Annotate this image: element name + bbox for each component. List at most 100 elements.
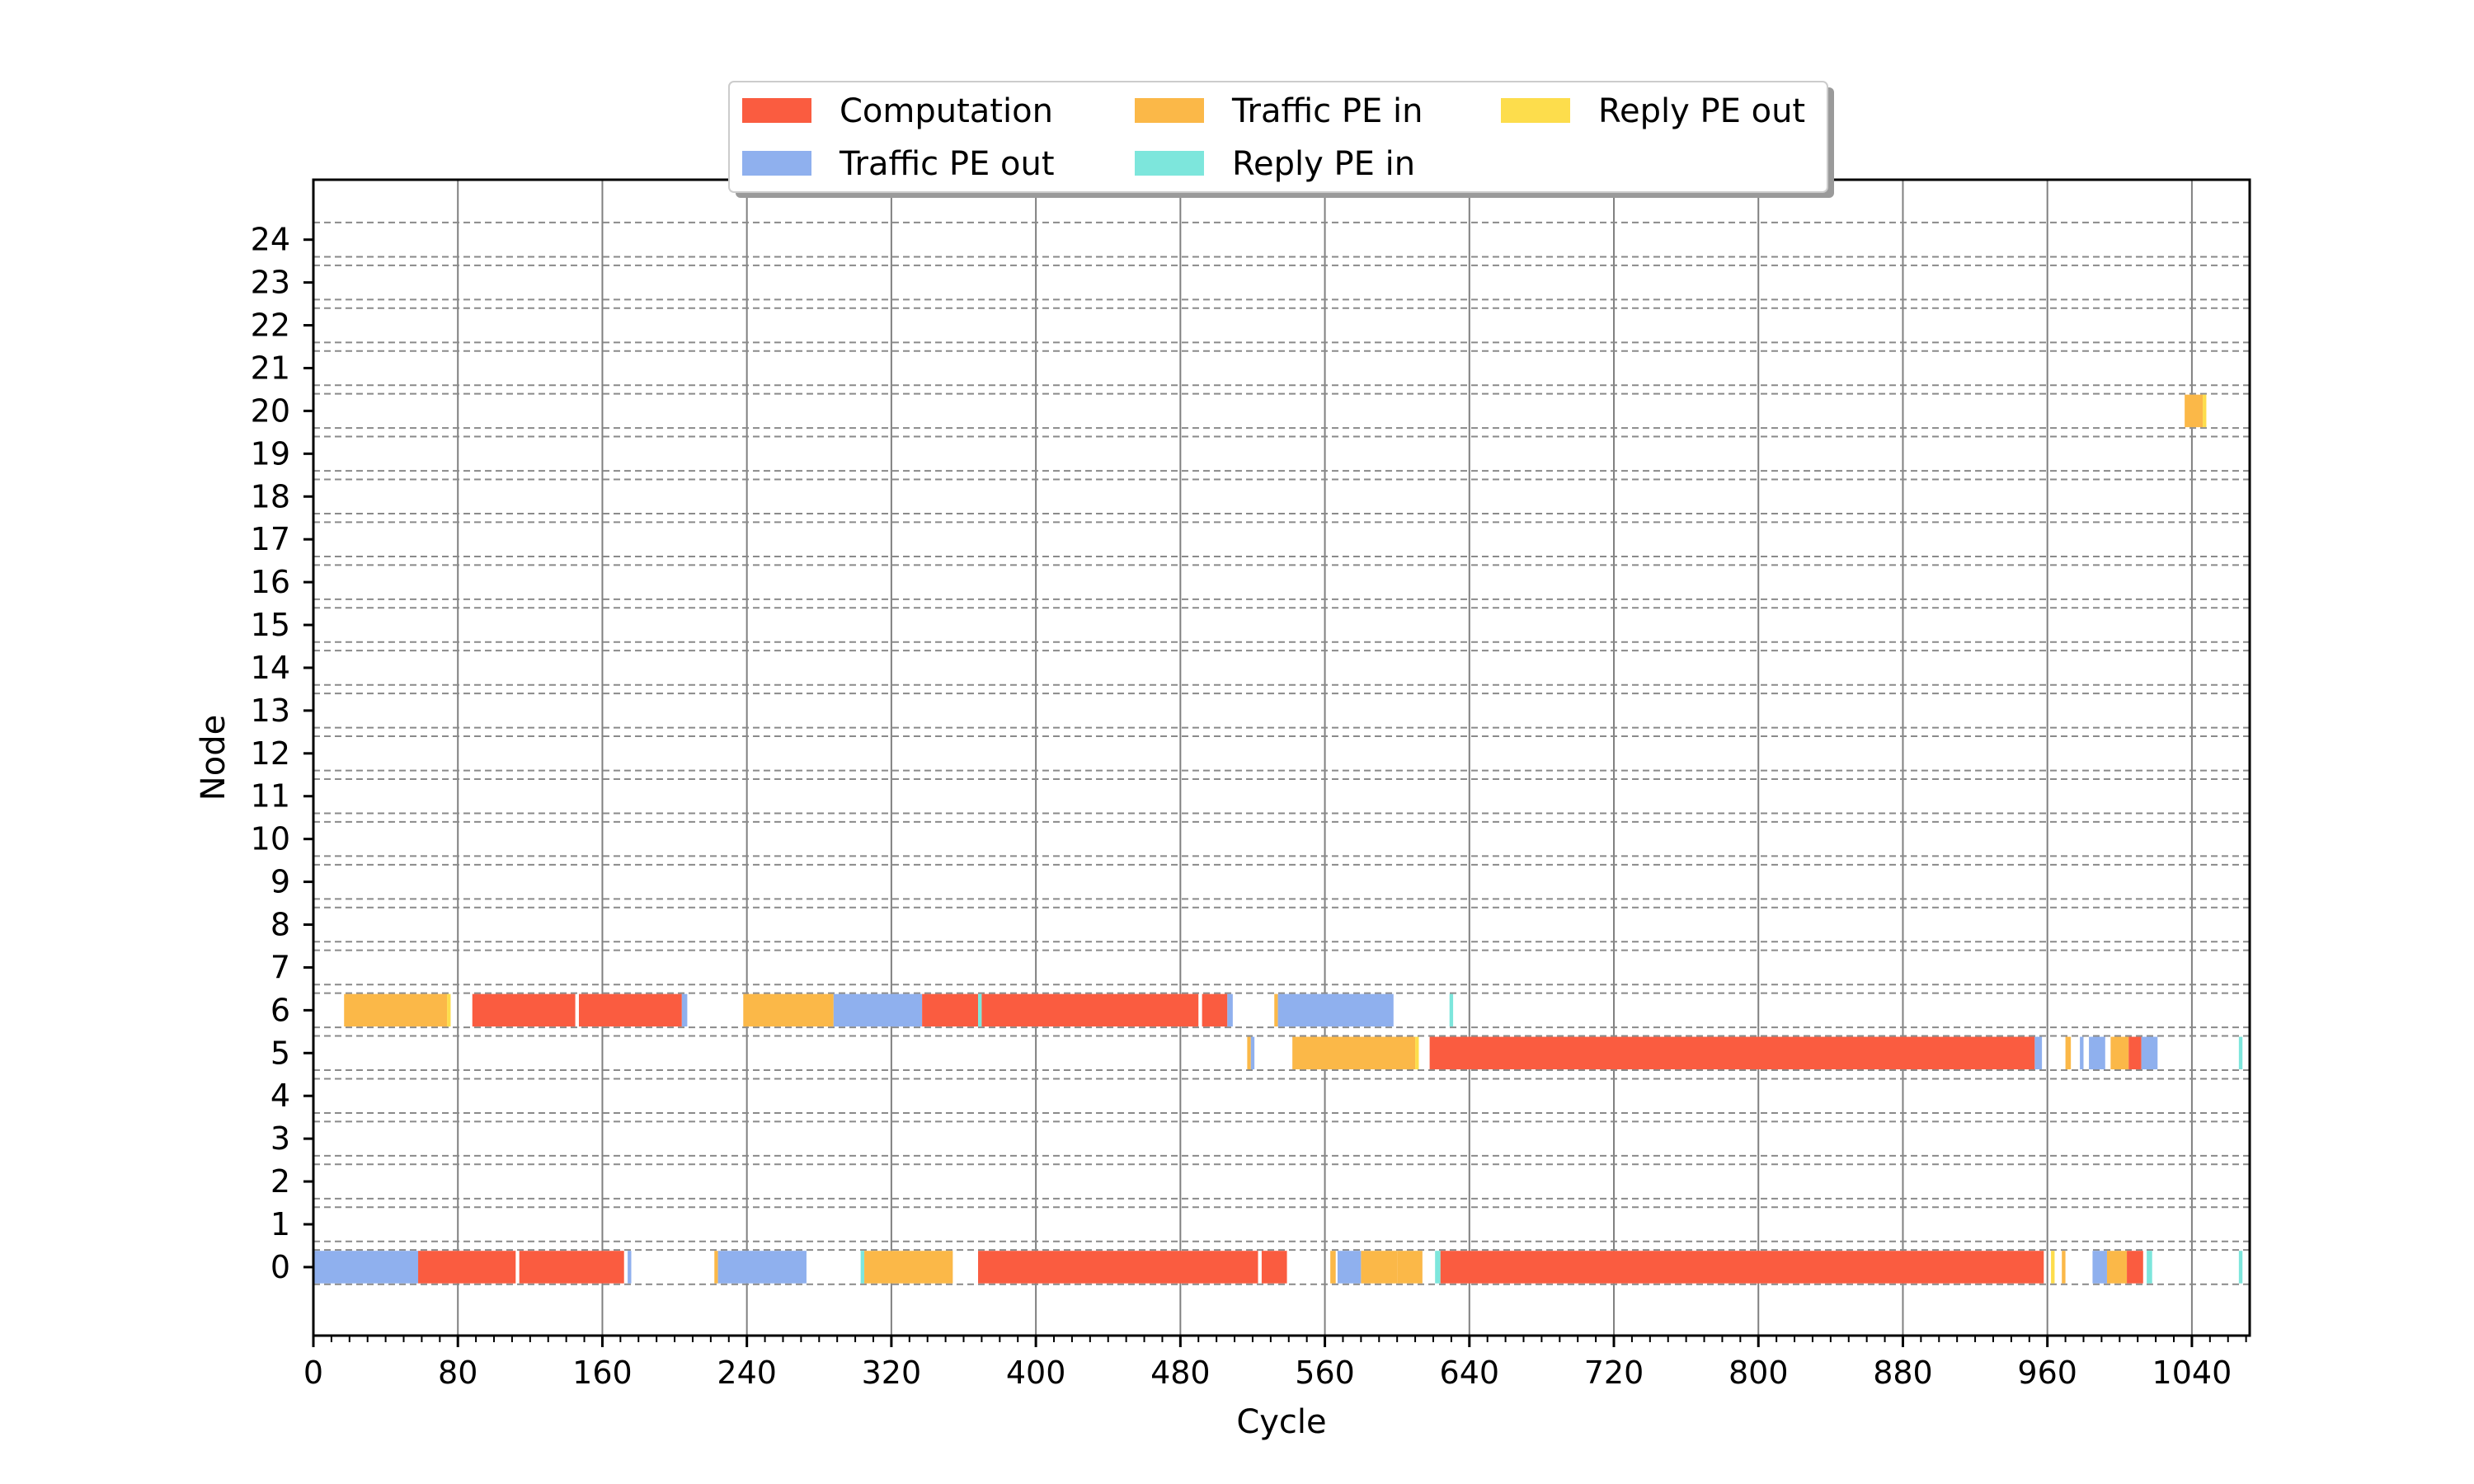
activity-bar bbox=[2080, 1036, 2084, 1070]
y-tick-label: 3 bbox=[270, 1120, 290, 1157]
y-tick-label: 7 bbox=[270, 949, 290, 985]
activity-bar bbox=[2062, 1251, 2066, 1284]
y-tick-label: 10 bbox=[251, 821, 290, 857]
activity-bar bbox=[2141, 1036, 2158, 1070]
activity-bar bbox=[2034, 1036, 2043, 1070]
activity-bar bbox=[1415, 1036, 1419, 1070]
activity-bar bbox=[864, 1251, 953, 1284]
x-tick-label: 240 bbox=[717, 1355, 777, 1391]
x-tick-label: 480 bbox=[1150, 1355, 1211, 1391]
activity-bar bbox=[344, 993, 448, 1027]
y-tick-label: 5 bbox=[270, 1035, 290, 1071]
activity-bar bbox=[1361, 1251, 1398, 1284]
x-tick-label: 320 bbox=[862, 1355, 922, 1391]
activity-bar bbox=[519, 1251, 624, 1284]
y-tick-label: 17 bbox=[251, 521, 290, 557]
activity-bar bbox=[447, 993, 451, 1027]
activity-bar bbox=[2127, 1251, 2143, 1284]
y-tick-label: 19 bbox=[251, 435, 290, 472]
activity-bar bbox=[1292, 1036, 1416, 1070]
x-tick-label: 720 bbox=[1584, 1355, 1644, 1391]
y-tick-label: 22 bbox=[251, 308, 290, 344]
activity-bar bbox=[2128, 1036, 2142, 1070]
activity-bar bbox=[978, 1251, 1258, 1284]
activity-bar bbox=[1250, 1036, 1255, 1070]
legend-swatch bbox=[742, 98, 811, 123]
activity-bar bbox=[628, 1251, 632, 1284]
activity-bar bbox=[2089, 1036, 2105, 1070]
activity-bar bbox=[1227, 993, 1233, 1027]
y-tick-label: 9 bbox=[270, 864, 290, 900]
activity-bar bbox=[1397, 1251, 1423, 1284]
x-tick-label: 160 bbox=[572, 1355, 633, 1391]
activity-bar bbox=[578, 993, 682, 1027]
x-axis-title: Cycle bbox=[1236, 1403, 1326, 1441]
activity-bar bbox=[1261, 1251, 1287, 1284]
x-tick-label: 0 bbox=[303, 1355, 323, 1391]
ticks-layer: 0 80 160 240 320 400 480 560 640 720 800 880 960 1040… bbox=[251, 222, 2247, 1391]
legend-swatch bbox=[1501, 98, 1570, 123]
activity-bar bbox=[2185, 394, 2204, 428]
x-tick-label: 800 bbox=[1729, 1355, 1789, 1391]
activity-bar bbox=[2238, 1251, 2243, 1284]
activity-bar bbox=[2106, 1251, 2128, 1284]
y-tick-label: 4 bbox=[270, 1078, 290, 1114]
activity-bar bbox=[1330, 1251, 1336, 1284]
x-tick-label: 880 bbox=[1873, 1355, 1933, 1391]
y-tick-label: 24 bbox=[251, 222, 290, 258]
y-tick-label: 14 bbox=[251, 650, 290, 686]
activity-bar bbox=[1449, 993, 1454, 1027]
activity-bar bbox=[2238, 1036, 2243, 1070]
activity-bar bbox=[2092, 1251, 2107, 1284]
y-tick-label: 21 bbox=[251, 350, 290, 386]
legend-label: Traffic PE out bbox=[839, 145, 1055, 183]
y-tick-label: 11 bbox=[251, 778, 290, 815]
legend-label: Reply PE out bbox=[1598, 92, 1805, 130]
y-axis-title: Node bbox=[195, 715, 233, 801]
grid-layer bbox=[313, 180, 2250, 1336]
activity-bar bbox=[1274, 993, 1278, 1027]
x-tick-label: 400 bbox=[1006, 1355, 1066, 1391]
activity-bar bbox=[418, 1251, 516, 1284]
activity-bar bbox=[681, 993, 688, 1027]
legend: Computation Traffic PE out Traffic PE in Re… bbox=[728, 81, 1834, 198]
legend-label: Computation bbox=[840, 92, 1053, 130]
y-tick-label: 18 bbox=[251, 478, 290, 514]
legend-swatch bbox=[742, 151, 811, 176]
activity-bar bbox=[714, 1251, 718, 1284]
activity-bar bbox=[2065, 1036, 2072, 1070]
y-tick-label: 20 bbox=[251, 392, 290, 429]
activity-bar bbox=[1277, 993, 1394, 1027]
y-tick-label: 0 bbox=[270, 1249, 290, 1285]
legend-swatch bbox=[1135, 98, 1204, 123]
activity-bar bbox=[1440, 1251, 2044, 1284]
activity-bar bbox=[981, 993, 1199, 1027]
activity-bar bbox=[1247, 1036, 1251, 1070]
activity-bar bbox=[1429, 1036, 2035, 1070]
x-tick-label: 80 bbox=[438, 1355, 477, 1391]
activity-bar bbox=[1337, 1251, 1362, 1284]
legend-label: Traffic PE in bbox=[1231, 92, 1423, 130]
y-tick-label: 16 bbox=[251, 564, 290, 600]
x-tick-label: 1040 bbox=[2152, 1355, 2232, 1391]
y-tick-label: 15 bbox=[251, 607, 290, 643]
x-tick-label: 560 bbox=[1295, 1355, 1355, 1391]
activity-bar bbox=[1435, 1251, 1441, 1284]
x-tick-label: 640 bbox=[1440, 1355, 1500, 1391]
y-tick-label: 23 bbox=[251, 265, 290, 301]
bars-layer bbox=[313, 394, 2243, 1284]
activity-bar bbox=[313, 1251, 419, 1284]
y-tick-label: 12 bbox=[251, 735, 290, 772]
activity-bar bbox=[922, 993, 979, 1027]
y-tick-label: 1 bbox=[270, 1206, 290, 1242]
activity-bar bbox=[978, 993, 982, 1027]
legend-swatch bbox=[1135, 151, 1204, 176]
activity-bar bbox=[2051, 1251, 2055, 1284]
activity-bar bbox=[472, 993, 576, 1027]
activity-bar bbox=[1202, 993, 1228, 1027]
activity-bar bbox=[2147, 1251, 2152, 1284]
activity-bar bbox=[743, 993, 834, 1027]
legend-label: Reply PE in bbox=[1232, 145, 1415, 183]
